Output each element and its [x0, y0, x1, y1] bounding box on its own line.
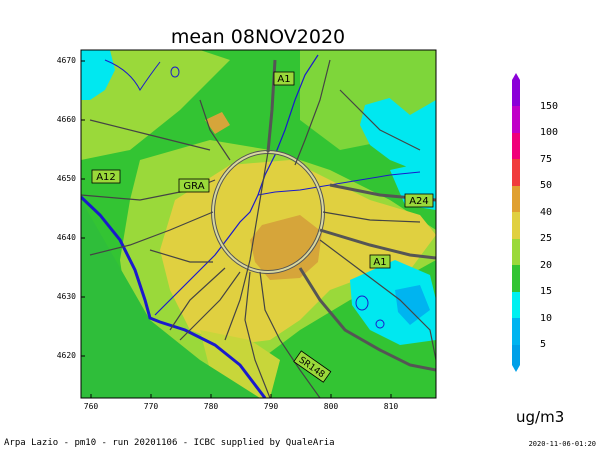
- tiber-river: [154, 54, 319, 316]
- y-tick-label: 4670: [56, 56, 76, 65]
- coastline: [81, 195, 267, 398]
- x-tick-label: 800: [323, 402, 339, 411]
- map-title: mean 08NOV2020: [170, 26, 346, 48]
- colorbar: [512, 73, 520, 372]
- x-tick-label: 810: [383, 402, 399, 411]
- x-tick-label: 760: [83, 402, 99, 411]
- footer-credits: Arpa Lazio - pm10 - run 20201106 - ICBC …: [4, 438, 335, 448]
- y-tick-label: 4640: [56, 233, 76, 242]
- units-label: ug/m3: [516, 408, 565, 426]
- x-tick-label: 780: [203, 402, 219, 411]
- road-label-a1-north: A1: [273, 71, 295, 86]
- y-tick-label: 4660: [56, 115, 76, 124]
- map-frame: [80, 49, 437, 399]
- x-tick-label: 790: [263, 402, 279, 411]
- y-tick-label: 4630: [56, 292, 76, 301]
- colorbar-label: 10: [540, 313, 553, 324]
- road-label-gra: GRA: [178, 178, 210, 193]
- svg-text:GRA: GRA: [183, 181, 204, 192]
- road-network: [81, 59, 436, 398]
- colorbar-label: 25: [540, 233, 553, 244]
- colorbar-label: 20: [540, 260, 553, 271]
- svg-text:A1: A1: [373, 257, 386, 268]
- colorbar-label: 50: [540, 180, 553, 191]
- colorbar-label: 5: [540, 339, 547, 350]
- footer-timestamp: 2020-11-06-01:20: [528, 440, 596, 448]
- colorbar-label: 75: [540, 154, 553, 165]
- colorbar-label: 100: [540, 127, 559, 138]
- svg-text:A24: A24: [409, 196, 429, 207]
- svg-text:A12: A12: [96, 172, 116, 183]
- road-label-a24: A24: [404, 193, 434, 208]
- x-tick-label: 770: [143, 402, 159, 411]
- y-tick-label: 4650: [56, 174, 76, 183]
- road-label-a12: A12: [91, 169, 121, 184]
- colorbar-label: 15: [540, 286, 553, 297]
- road-label-a1-south: A1: [369, 254, 391, 269]
- colorbar-label: 150: [540, 101, 559, 112]
- colorbar-label: 40: [540, 207, 553, 218]
- svg-text:A1: A1: [277, 74, 290, 85]
- y-tick-label: 4620: [56, 351, 76, 360]
